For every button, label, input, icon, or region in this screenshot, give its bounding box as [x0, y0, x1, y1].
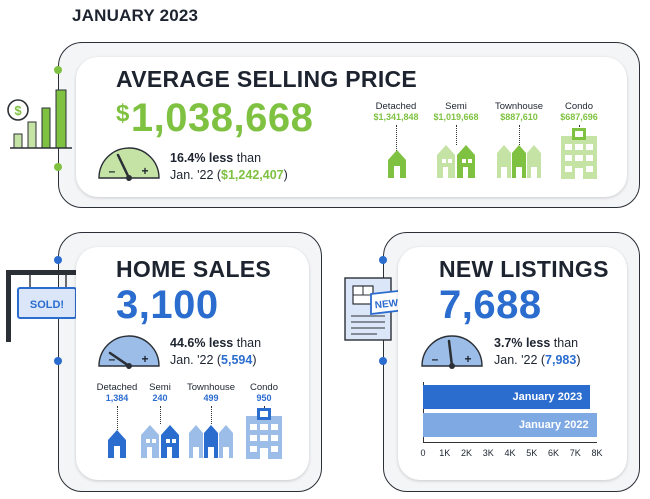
chart-tick-label: 6K — [547, 448, 559, 458]
sales-leader-detached — [117, 406, 118, 430]
price-growth-icon: $ — [7, 89, 72, 149]
listings-bar-chart: January 2023 January 2022 0 1K 2K 3K 4K 5K 6K 7K 8… — [420, 382, 603, 462]
sales-gauge-icon: – + — [98, 335, 160, 369]
price-change-pct: 16.4% less — [170, 151, 234, 165]
sales-change-word: than — [236, 336, 262, 350]
sales-prev-label: Jan. '22 ( — [170, 353, 222, 367]
sales-gauge-minus: – — [109, 352, 116, 366]
sales-prev-close: ) — [252, 353, 257, 367]
listings-gauge-minus: – — [432, 352, 439, 366]
sales-prev-value: 5,594 — [221, 353, 253, 367]
listings-gauge-plus: + — [464, 352, 471, 366]
listings-dot-top — [379, 256, 387, 264]
price-prev-close: ) — [283, 168, 288, 182]
chart-bar-january-2022: January 2022 — [423, 413, 597, 437]
sales-type-detached: Detached 1,384 — [96, 382, 138, 403]
chart-tick-label: 2K — [460, 448, 472, 458]
price-prev-label: Jan. '22 ( — [170, 168, 222, 182]
sales-type-townhouse: Townhouse 499 — [186, 382, 236, 403]
sold-sign-text: SOLD! — [30, 299, 64, 311]
price-comparison: 16.4% less than Jan. '22 ($1,242,407) — [170, 150, 288, 184]
listings-gauge-icon: – + — [421, 335, 483, 369]
sales-detached-house-icon — [108, 430, 126, 458]
sales-type-semi: Semi 240 — [149, 382, 171, 403]
sales-semi-house-icon — [141, 425, 179, 458]
sales-comparison: 44.6% less than Jan. '22 (5,594) — [170, 335, 261, 369]
price-change-word: than — [236, 151, 262, 165]
price-type-townhouse: Townhouse $887,610 — [494, 101, 544, 122]
chart-bar-label: January 2022 — [518, 419, 589, 431]
price-leader-detached — [396, 125, 397, 151]
chart-tick-label: 3K — [482, 448, 494, 458]
chart-tick-label: 4K — [504, 448, 516, 458]
listings-change-word: than — [553, 336, 579, 350]
price-prev-value: 1,242,407 — [227, 168, 284, 182]
listings-title: NEW LISTINGS — [439, 256, 609, 282]
chart-tick-label: 8K — [591, 448, 603, 458]
price-title: AVERAGE SELLING PRICE — [116, 66, 418, 92]
sales-townhouse-icon — [189, 425, 233, 458]
price-gauge-icon: – + — [98, 147, 160, 181]
price-type-semi: Semi $1,019,668 — [433, 101, 479, 122]
listings-dot-bottom — [379, 357, 387, 365]
price-dot-top — [54, 66, 62, 74]
chart-bar-label: January 2023 — [512, 391, 583, 403]
svg-text:$: $ — [14, 103, 22, 118]
page-title: JANUARY 2023 — [72, 6, 199, 25]
price-value-number: 1,038,668 — [130, 96, 314, 140]
sales-gauge-plus: + — [141, 352, 148, 366]
chart-tick-label: 1K — [439, 448, 451, 458]
price-condo-icon — [561, 128, 597, 179]
sales-leader-townhouse — [211, 406, 212, 424]
price-leader-semi — [456, 125, 457, 145]
price-semi-house-icon — [437, 145, 475, 178]
sales-condo-icon — [246, 408, 282, 459]
price-gauge-plus: + — [141, 164, 148, 178]
sales-dot-top — [54, 256, 62, 264]
sales-title: HOME SALES — [116, 256, 272, 282]
chart-tick-label: 5K — [526, 448, 538, 458]
chart-tick-label: 0 — [420, 448, 426, 458]
chart-bar-january-2023: January 2023 — [423, 385, 591, 409]
price-type-detached: Detached $1,341,848 — [373, 101, 419, 122]
price-type-condo: Condo $687,696 — [560, 101, 598, 122]
price-townhouse-icon — [497, 145, 541, 178]
sales-leader-semi — [160, 406, 161, 424]
price-gauge-minus: – — [109, 164, 116, 178]
listings-value: 7,688 — [439, 283, 542, 327]
price-leader-townhouse — [519, 125, 520, 145]
new-badge-text: NEW! — [374, 298, 402, 312]
chart-y-axis — [423, 382, 424, 442]
chart-x-axis — [423, 442, 597, 443]
price-currency: $ — [116, 100, 130, 127]
sales-value: 3,100 — [116, 283, 219, 327]
price-value: $1,038,668 — [116, 96, 313, 141]
listings-prev-close: ) — [576, 353, 581, 367]
listings-prev-value: 7,983 — [545, 353, 577, 367]
chart-tick-label: 7K — [569, 448, 581, 458]
sales-change-pct: 44.6% less — [170, 336, 234, 350]
price-dot-bottom — [54, 163, 62, 171]
listings-prev-label: Jan. '22 ( — [494, 353, 546, 367]
sales-dot-bottom — [54, 357, 62, 365]
price-detached-house-icon — [388, 150, 406, 178]
listings-comparison: 3.7% less than Jan. '22 (7,983) — [494, 335, 580, 369]
sold-sign-icon: SOLD! — [6, 270, 77, 342]
price-prev-currency: $ — [221, 168, 228, 182]
new-listing-flyer-icon: NEW! — [344, 277, 409, 341]
listings-change-pct: 3.7% less — [494, 336, 551, 350]
sales-type-condo: Condo 950 — [250, 382, 278, 403]
